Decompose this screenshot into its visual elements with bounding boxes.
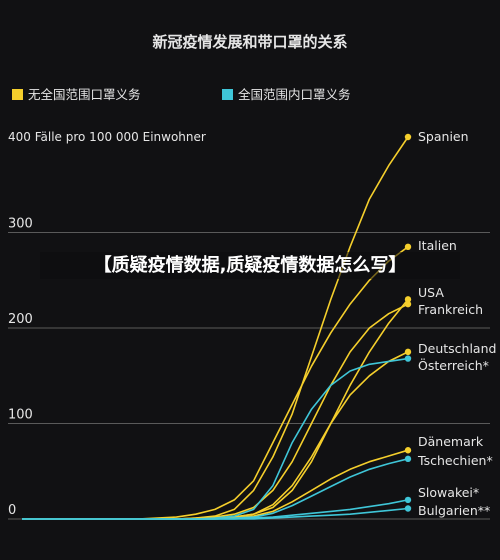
legend-label-mandatory: 无全国范围口罩义务: [28, 87, 141, 102]
series-endpoint-4: [404, 348, 412, 356]
y-axis-label: 400 Fälle pro 100 000 Einwohner: [8, 130, 206, 144]
y-tick-200: 200: [8, 312, 33, 327]
series-line-1: [22, 246, 409, 520]
series-endpoint-6: [404, 447, 412, 454]
series-line-5: [22, 357, 409, 520]
series-lines: [22, 133, 412, 520]
y-tick-labels: 0 100 200 300 400 Fälle pro 100 000 Einwohne…: [8, 130, 206, 518]
series-label-2: USA: [418, 285, 444, 300]
legend-label-indoor: 全国范围内口罩义务: [238, 87, 351, 102]
series-endpoint-8: [404, 496, 412, 504]
series-label-1: Italien: [418, 238, 457, 253]
overlay-title: 【质疑疫情数据,质疑疫情数据怎么写】: [40, 252, 460, 279]
legend-swatch-mandatory: [12, 89, 23, 100]
series-label-6: Dänemark: [418, 434, 484, 449]
series-label-9: Bulgarien**: [418, 503, 490, 518]
series-endpoint-3: [404, 300, 412, 308]
series-endpoint-1: [404, 243, 412, 251]
series-label-8: Slowakei*: [418, 485, 479, 500]
series-line-2: [22, 298, 409, 520]
series-endpoint-2: [404, 296, 412, 303]
legend: 无全国范围口罩义务 全国范围内口罩义务: [12, 87, 351, 102]
series-label-5: Österreich*: [418, 357, 489, 373]
series-label-3: Frankreich: [418, 302, 483, 317]
y-tick-300: 300: [8, 217, 33, 232]
series-label-0: Spanien: [418, 129, 469, 144]
series-endpoint-5: [404, 355, 412, 362]
series-label-4: Deutschland: [418, 341, 496, 356]
series-line-9: [22, 507, 409, 520]
series-label-7: Tschechien*: [417, 453, 493, 468]
legend-swatch-indoor: [222, 89, 233, 100]
series-endpoint-7: [404, 455, 412, 463]
y-tick-0: 0: [8, 503, 16, 518]
series-line-3: [22, 303, 409, 520]
series-endpoint-9: [404, 505, 412, 512]
series-endpoint-0: [404, 133, 412, 141]
series-labels: Spanien Italien USA Frankreich DeutschlandÖs…: [417, 129, 496, 518]
chart-title: 新冠疫情发展和带口罩的关系: [152, 33, 347, 51]
y-tick-100: 100: [8, 408, 33, 423]
series-line-4: [22, 351, 409, 520]
